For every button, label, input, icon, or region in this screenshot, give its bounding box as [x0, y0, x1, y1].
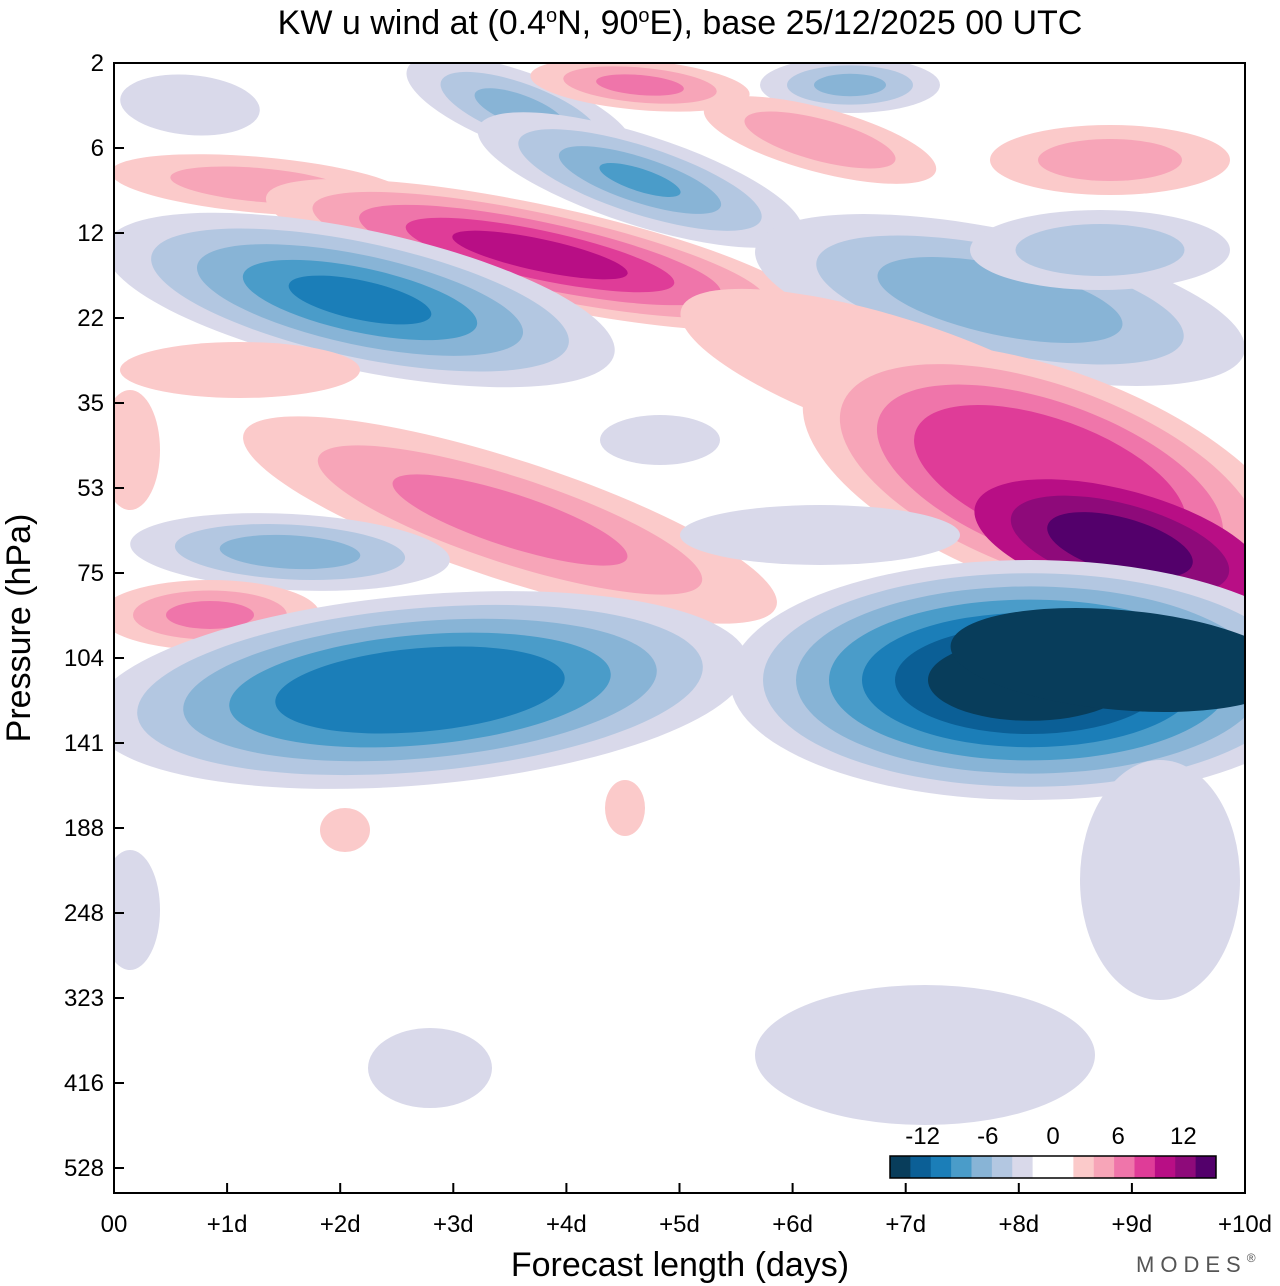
contour-positive	[166, 601, 254, 629]
y-tick-label: 416	[64, 1070, 104, 1097]
colorbar-swatch	[1012, 1156, 1034, 1178]
x-tick-label: +2d	[320, 1211, 361, 1238]
contour-negative	[877, 257, 1123, 343]
colorbar-swatch	[991, 1156, 1013, 1178]
contour-positive	[392, 474, 628, 566]
colorbar-tick-label: 0	[1046, 1123, 1059, 1150]
x-tick-label: 00	[101, 1211, 128, 1238]
contour-negative	[219, 534, 361, 570]
x-tick-label: +9d	[1112, 1211, 1153, 1238]
colorbar-swatch	[971, 1156, 993, 1178]
colorbar-swatch	[1093, 1156, 1115, 1178]
chart-title: KW u wind at (0.4oN, 90oE), base 25/12/2…	[278, 4, 1083, 42]
contour-negative	[814, 73, 886, 97]
colorbar-tick-label: 6	[1112, 1123, 1125, 1150]
y-tick-label: 2	[91, 50, 104, 77]
plot-area	[114, 63, 1245, 1193]
colorbar-swatch	[1053, 1156, 1074, 1178]
x-tick-label: +7d	[885, 1211, 926, 1238]
contour-negative	[275, 646, 565, 734]
colorbar-swatch	[1114, 1156, 1135, 1178]
y-tick-label: 53	[77, 475, 104, 502]
y-tick-label: 6	[91, 135, 104, 162]
contour-positive	[744, 111, 896, 169]
x-tick-label: +8d	[998, 1211, 1039, 1238]
x-axis: 00 +1d +2d +3d +4d +5d +6d +7d +8d +9d +10d	[101, 1183, 1272, 1238]
contour-negative	[368, 1028, 492, 1108]
y-tick-label: 528	[64, 1155, 104, 1182]
colorbar-swatch	[1195, 1156, 1217, 1178]
contour-positive	[596, 74, 684, 96]
contour-positive	[1038, 139, 1182, 181]
x-tick-label: +4d	[546, 1211, 587, 1238]
contour-negative	[114, 850, 160, 970]
contour-positive	[120, 342, 360, 398]
colorbar-swatch	[1032, 1156, 1054, 1178]
colorbar-swatch	[951, 1156, 972, 1178]
y-tick-label: 141	[64, 730, 104, 757]
contour-positive	[114, 390, 160, 510]
y-tick-label: 188	[64, 815, 104, 842]
contour-negative	[950, 608, 1245, 712]
colorbar-swatch	[1073, 1156, 1095, 1178]
y-axis: 2 6 12 22 35 53 75 104 141 188 248 323 416 528	[64, 50, 124, 1182]
x-tick-label: +10d	[1218, 1211, 1272, 1238]
contour-negative	[120, 74, 260, 136]
colorbar-swatch	[1175, 1156, 1197, 1178]
contour-negative	[680, 505, 960, 565]
contour-negative	[600, 415, 720, 465]
x-tick-label: +1d	[207, 1211, 248, 1238]
colorbar-frame	[889, 1155, 1217, 1179]
y-tick-label: 104	[64, 645, 104, 672]
contour-fields	[114, 63, 1245, 1125]
colorbar-swatch	[910, 1156, 932, 1178]
contour-positive	[1047, 512, 1193, 578]
colorbar-tick-label: -6	[977, 1123, 998, 1150]
brand-logo: MODES®	[1136, 1251, 1262, 1277]
contour-negative	[1080, 760, 1240, 1000]
x-axis-label: Forecast length (days)	[511, 1246, 849, 1284]
contour-negative	[288, 275, 432, 325]
colorbar-swatch	[890, 1156, 911, 1178]
colorbar-swatch	[930, 1156, 952, 1178]
y-tick-label: 35	[77, 390, 104, 417]
colorbar-swatch	[1154, 1156, 1176, 1178]
contour-negative	[599, 163, 681, 197]
colorbar-swatch	[1134, 1156, 1156, 1178]
y-axis-label: Pressure (hPa)	[0, 514, 38, 743]
y-tick-label: 22	[77, 305, 104, 332]
y-tick-label: 323	[64, 985, 104, 1012]
contour-positive	[320, 808, 370, 852]
colorbar-tick-label: 12	[1170, 1123, 1197, 1150]
x-tick-label: +5d	[659, 1211, 700, 1238]
y-tick-label: 12	[77, 220, 104, 247]
colorbar: -12 -6 0 6 12	[889, 1123, 1217, 1179]
contour-positive	[605, 780, 645, 836]
y-tick-label: 248	[64, 900, 104, 927]
y-tick-label: 75	[77, 560, 104, 587]
colorbar-tick-label: -12	[905, 1123, 940, 1150]
x-tick-label: +3d	[433, 1211, 474, 1238]
contour-negative	[1015, 224, 1185, 276]
contour-positive	[452, 230, 628, 280]
x-tick-label: +6d	[772, 1211, 813, 1238]
contour-negative	[755, 985, 1095, 1125]
